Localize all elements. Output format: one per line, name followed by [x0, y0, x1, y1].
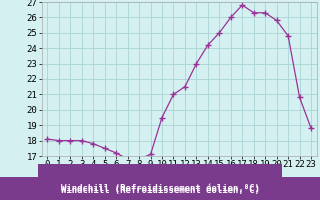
Text: Windchill (Refroidissement éolien,°C): Windchill (Refroidissement éolien,°C): [60, 184, 260, 193]
Text: Windchill (Refroidissement éolien,°C): Windchill (Refroidissement éolien,°C): [60, 186, 260, 196]
